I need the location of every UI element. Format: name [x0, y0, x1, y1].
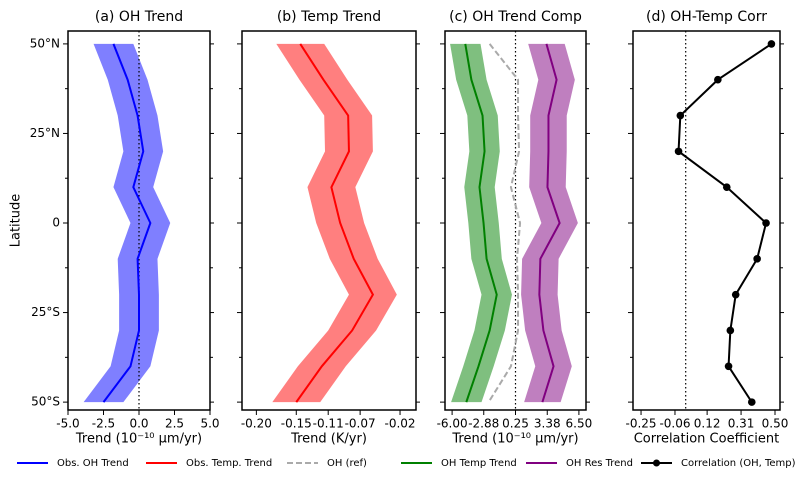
legend-marker: [653, 459, 660, 467]
legend-label: OH Temp Trend: [441, 458, 517, 469]
series-line: [295, 43, 375, 403]
plot-frame: [67, 30, 211, 411]
x-tick-label: -0.02: [385, 417, 416, 431]
point: [724, 362, 733, 371]
point: [676, 111, 685, 120]
x-tick-label: 0.12: [694, 417, 721, 431]
point: [722, 183, 731, 191]
uncertainty-band: [450, 43, 512, 403]
uncertainty-band: [83, 43, 171, 403]
x-tick-label: -0.06: [659, 417, 690, 431]
point: [726, 326, 735, 335]
series-line: [677, 43, 772, 403]
y-tick-label: 0: [52, 216, 60, 230]
x-axis-label: Correlation Coefficient: [634, 432, 780, 447]
x-tick-label: 0.25: [502, 417, 529, 431]
plot-frame: [241, 30, 417, 411]
x-tick-label: 0.0: [129, 417, 148, 431]
x-tick-label: 0.31: [728, 417, 755, 431]
point: [747, 398, 756, 406]
uncertainty-band: [272, 43, 397, 403]
y-tick-label: 50°S: [31, 395, 60, 409]
x-tick-label: 2.5: [165, 417, 184, 431]
y-tick-label: 50°N: [30, 36, 60, 50]
point: [762, 219, 770, 227]
x-tick-label: -0.20: [241, 417, 272, 431]
x-tick-label: -2.5: [92, 417, 115, 431]
x-tick-label: -0.15: [281, 417, 312, 431]
x-tick-label: 5.0: [200, 417, 219, 431]
y-tick-label: 25°S: [31, 305, 60, 319]
legend-label: OH (ref): [327, 458, 367, 469]
series-line: [538, 43, 561, 403]
x-tick-label: -5.0: [56, 417, 79, 431]
plot-frame: [632, 30, 781, 411]
panel-title: (d) OH-Temp Corr: [646, 9, 767, 25]
uncertainty-band: [521, 43, 578, 403]
x-tick-label: -6.00: [437, 417, 468, 431]
series-line: [102, 43, 152, 403]
panel-title: (b) Temp Trend: [277, 9, 381, 25]
point: [731, 290, 740, 299]
legend-label: Correlation (OH, Temp): [681, 458, 796, 469]
x-axis-label: Trend (K/yr): [290, 432, 367, 447]
legend-label: OH Res Trend: [566, 458, 633, 469]
point: [674, 147, 683, 156]
x-axis-label: Trend (10⁻¹⁰ μm/yr): [75, 432, 202, 447]
x-tick-label: 3.38: [534, 417, 561, 431]
point: [753, 255, 761, 263]
panel-title: (a) OH Trend: [95, 9, 183, 25]
x-tick-label: -2.88: [468, 417, 499, 431]
x-tick-label: -0.07: [345, 417, 376, 431]
point: [767, 40, 776, 48]
legend-label: Obs. OH Trend: [57, 458, 129, 469]
legend-label: Obs. Temp. Trend: [186, 458, 272, 469]
x-tick-label: -0.25: [626, 417, 657, 431]
series-line: [464, 43, 498, 403]
point: [714, 75, 722, 84]
plot-frame: [444, 30, 587, 411]
x-tick-label: 6.50: [566, 417, 593, 431]
x-tick-label: -0.11: [313, 417, 344, 431]
y-tick-label: 25°N: [30, 126, 60, 140]
x-tick-label: 0.50: [762, 417, 789, 431]
x-axis-label: Trend (10⁻¹⁰ μm/yr): [451, 432, 578, 447]
series-line: [487, 43, 522, 403]
panel-title: (c) OH Trend Comp: [449, 9, 582, 25]
y-axis-label: Latitude: [9, 194, 24, 248]
